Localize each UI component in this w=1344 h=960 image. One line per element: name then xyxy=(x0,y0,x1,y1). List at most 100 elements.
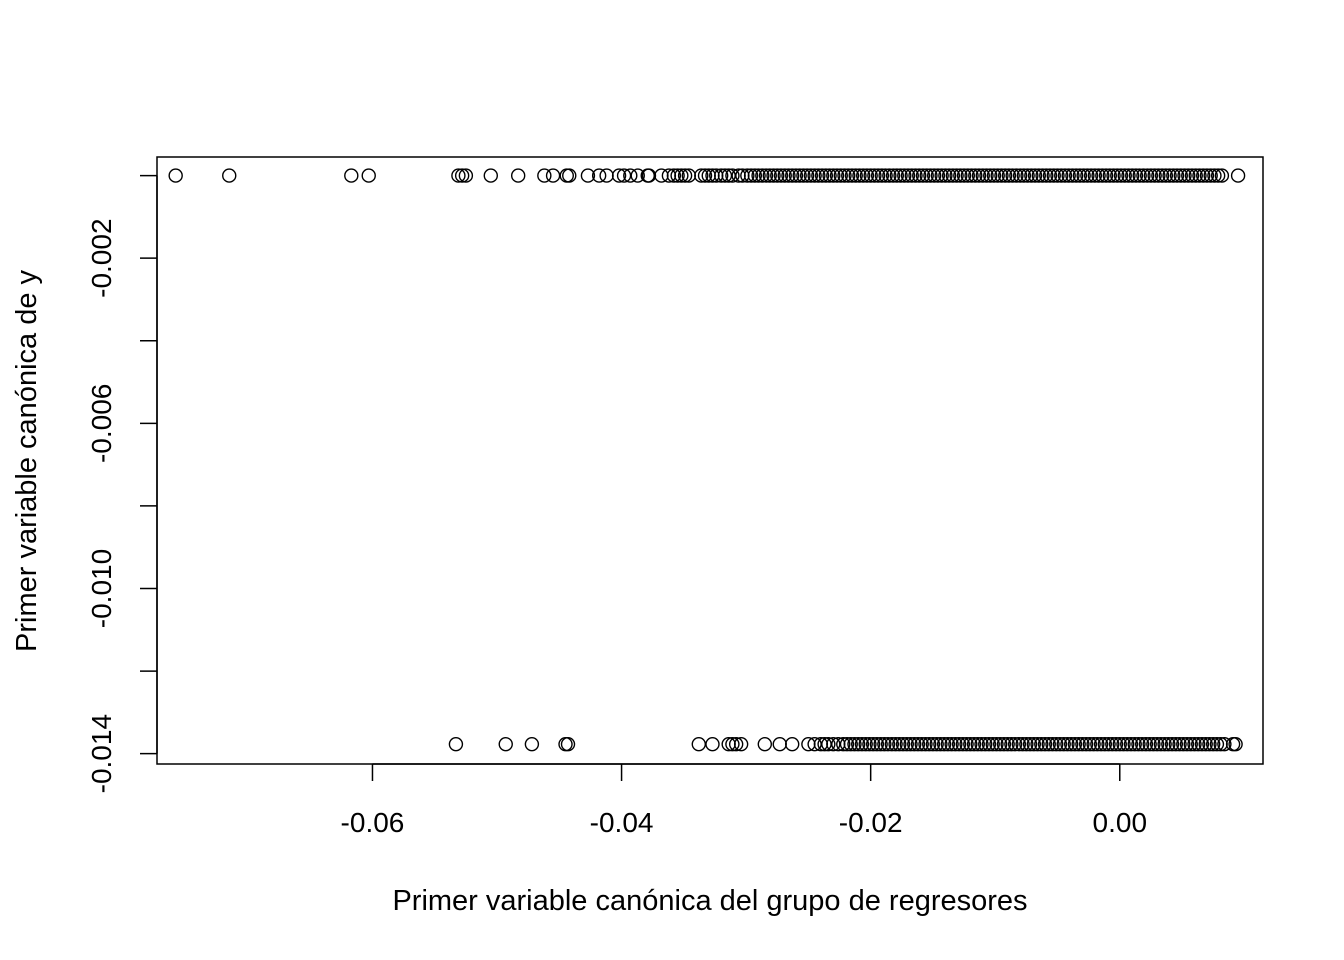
data-point xyxy=(1049,736,1064,752)
data-point xyxy=(822,168,837,183)
data-point xyxy=(766,168,781,183)
data-point xyxy=(949,168,964,183)
data-point xyxy=(923,168,938,183)
data-point xyxy=(971,168,987,183)
data-point xyxy=(885,168,901,183)
data-point xyxy=(1024,168,1039,183)
data-point xyxy=(1202,736,1217,752)
x-axis-label: Primer variable canónica del grupo de re… xyxy=(392,885,1027,917)
data-point xyxy=(934,168,949,183)
data-point xyxy=(1138,736,1154,752)
data-point xyxy=(1117,168,1132,183)
data-point xyxy=(788,168,804,183)
data-point xyxy=(1095,168,1110,183)
data-point xyxy=(1000,736,1015,752)
data-point xyxy=(1067,736,1083,752)
data-point xyxy=(1187,736,1202,752)
data-point xyxy=(874,168,890,183)
data-point xyxy=(925,736,941,752)
data-point xyxy=(1123,736,1139,752)
data-point xyxy=(990,168,1005,183)
data-point xyxy=(856,168,871,183)
data-point xyxy=(1198,736,1213,752)
data-point xyxy=(918,736,933,752)
data-point xyxy=(858,736,873,752)
data-point xyxy=(944,736,959,752)
data-point xyxy=(1139,168,1155,183)
data-point xyxy=(833,168,848,183)
data-point xyxy=(1007,736,1023,752)
data-point xyxy=(865,736,881,752)
data-point xyxy=(1116,736,1131,752)
data-point xyxy=(852,168,867,183)
data-point xyxy=(630,168,645,183)
data-point xyxy=(728,736,744,752)
data-points xyxy=(168,168,1246,752)
data-point xyxy=(1146,736,1161,752)
x-axis: -0.06 -0.04 -0.02 0.00 xyxy=(341,763,1147,838)
data-point xyxy=(1011,736,1027,752)
data-point xyxy=(705,736,720,752)
data-point xyxy=(616,168,632,183)
data-point xyxy=(751,168,766,183)
data-point xyxy=(1157,736,1172,752)
data-point xyxy=(1205,736,1221,752)
data-point xyxy=(895,736,911,752)
data-point xyxy=(674,168,689,183)
data-point xyxy=(757,736,772,752)
data-point xyxy=(1035,168,1050,183)
data-point xyxy=(966,736,982,752)
data-point xyxy=(1147,168,1162,183)
data-point xyxy=(1041,736,1056,752)
data-point xyxy=(1042,168,1058,183)
data-point xyxy=(1169,168,1185,183)
data-point xyxy=(880,736,896,752)
data-point xyxy=(1050,168,1065,183)
data-point xyxy=(1060,736,1075,752)
data-point xyxy=(993,736,1008,752)
data-point xyxy=(1065,168,1080,183)
data-point xyxy=(1005,168,1020,183)
data-point xyxy=(955,736,971,752)
data-point xyxy=(691,736,706,752)
data-point xyxy=(562,168,577,183)
data-point xyxy=(1016,168,1032,183)
data-point xyxy=(1093,736,1109,752)
data-point xyxy=(1203,168,1218,183)
y-axis: -0.002 -0.006 -0.010 -0.014 xyxy=(86,174,158,793)
data-point xyxy=(847,736,862,752)
data-point xyxy=(1134,736,1150,752)
data-point xyxy=(910,736,926,752)
data-point xyxy=(743,168,759,183)
data-point xyxy=(985,736,1000,752)
data-point xyxy=(912,168,927,183)
data-point xyxy=(1054,168,1069,183)
data-point xyxy=(1090,736,1105,752)
data-point xyxy=(862,736,877,752)
data-point xyxy=(821,736,836,752)
data-point xyxy=(941,168,957,183)
data-point xyxy=(781,168,796,183)
data-point xyxy=(740,168,755,183)
data-point xyxy=(1183,736,1198,752)
data-point xyxy=(837,168,852,183)
data-point xyxy=(677,168,693,183)
data-point xyxy=(843,736,858,752)
data-point xyxy=(994,168,1009,183)
data-point xyxy=(1063,736,1079,752)
data-point xyxy=(1196,168,1211,183)
data-point xyxy=(1086,736,1101,752)
data-point xyxy=(1009,168,1024,183)
data-point xyxy=(844,168,860,183)
data-point xyxy=(1143,168,1159,183)
data-point xyxy=(900,168,916,183)
data-point xyxy=(1046,168,1061,183)
data-point xyxy=(725,736,740,752)
data-point xyxy=(1004,736,1019,752)
data-point xyxy=(770,168,785,183)
data-point xyxy=(1061,168,1076,183)
data-point xyxy=(1217,736,1232,752)
data-point xyxy=(1082,736,1098,752)
data-point xyxy=(1131,736,1146,752)
